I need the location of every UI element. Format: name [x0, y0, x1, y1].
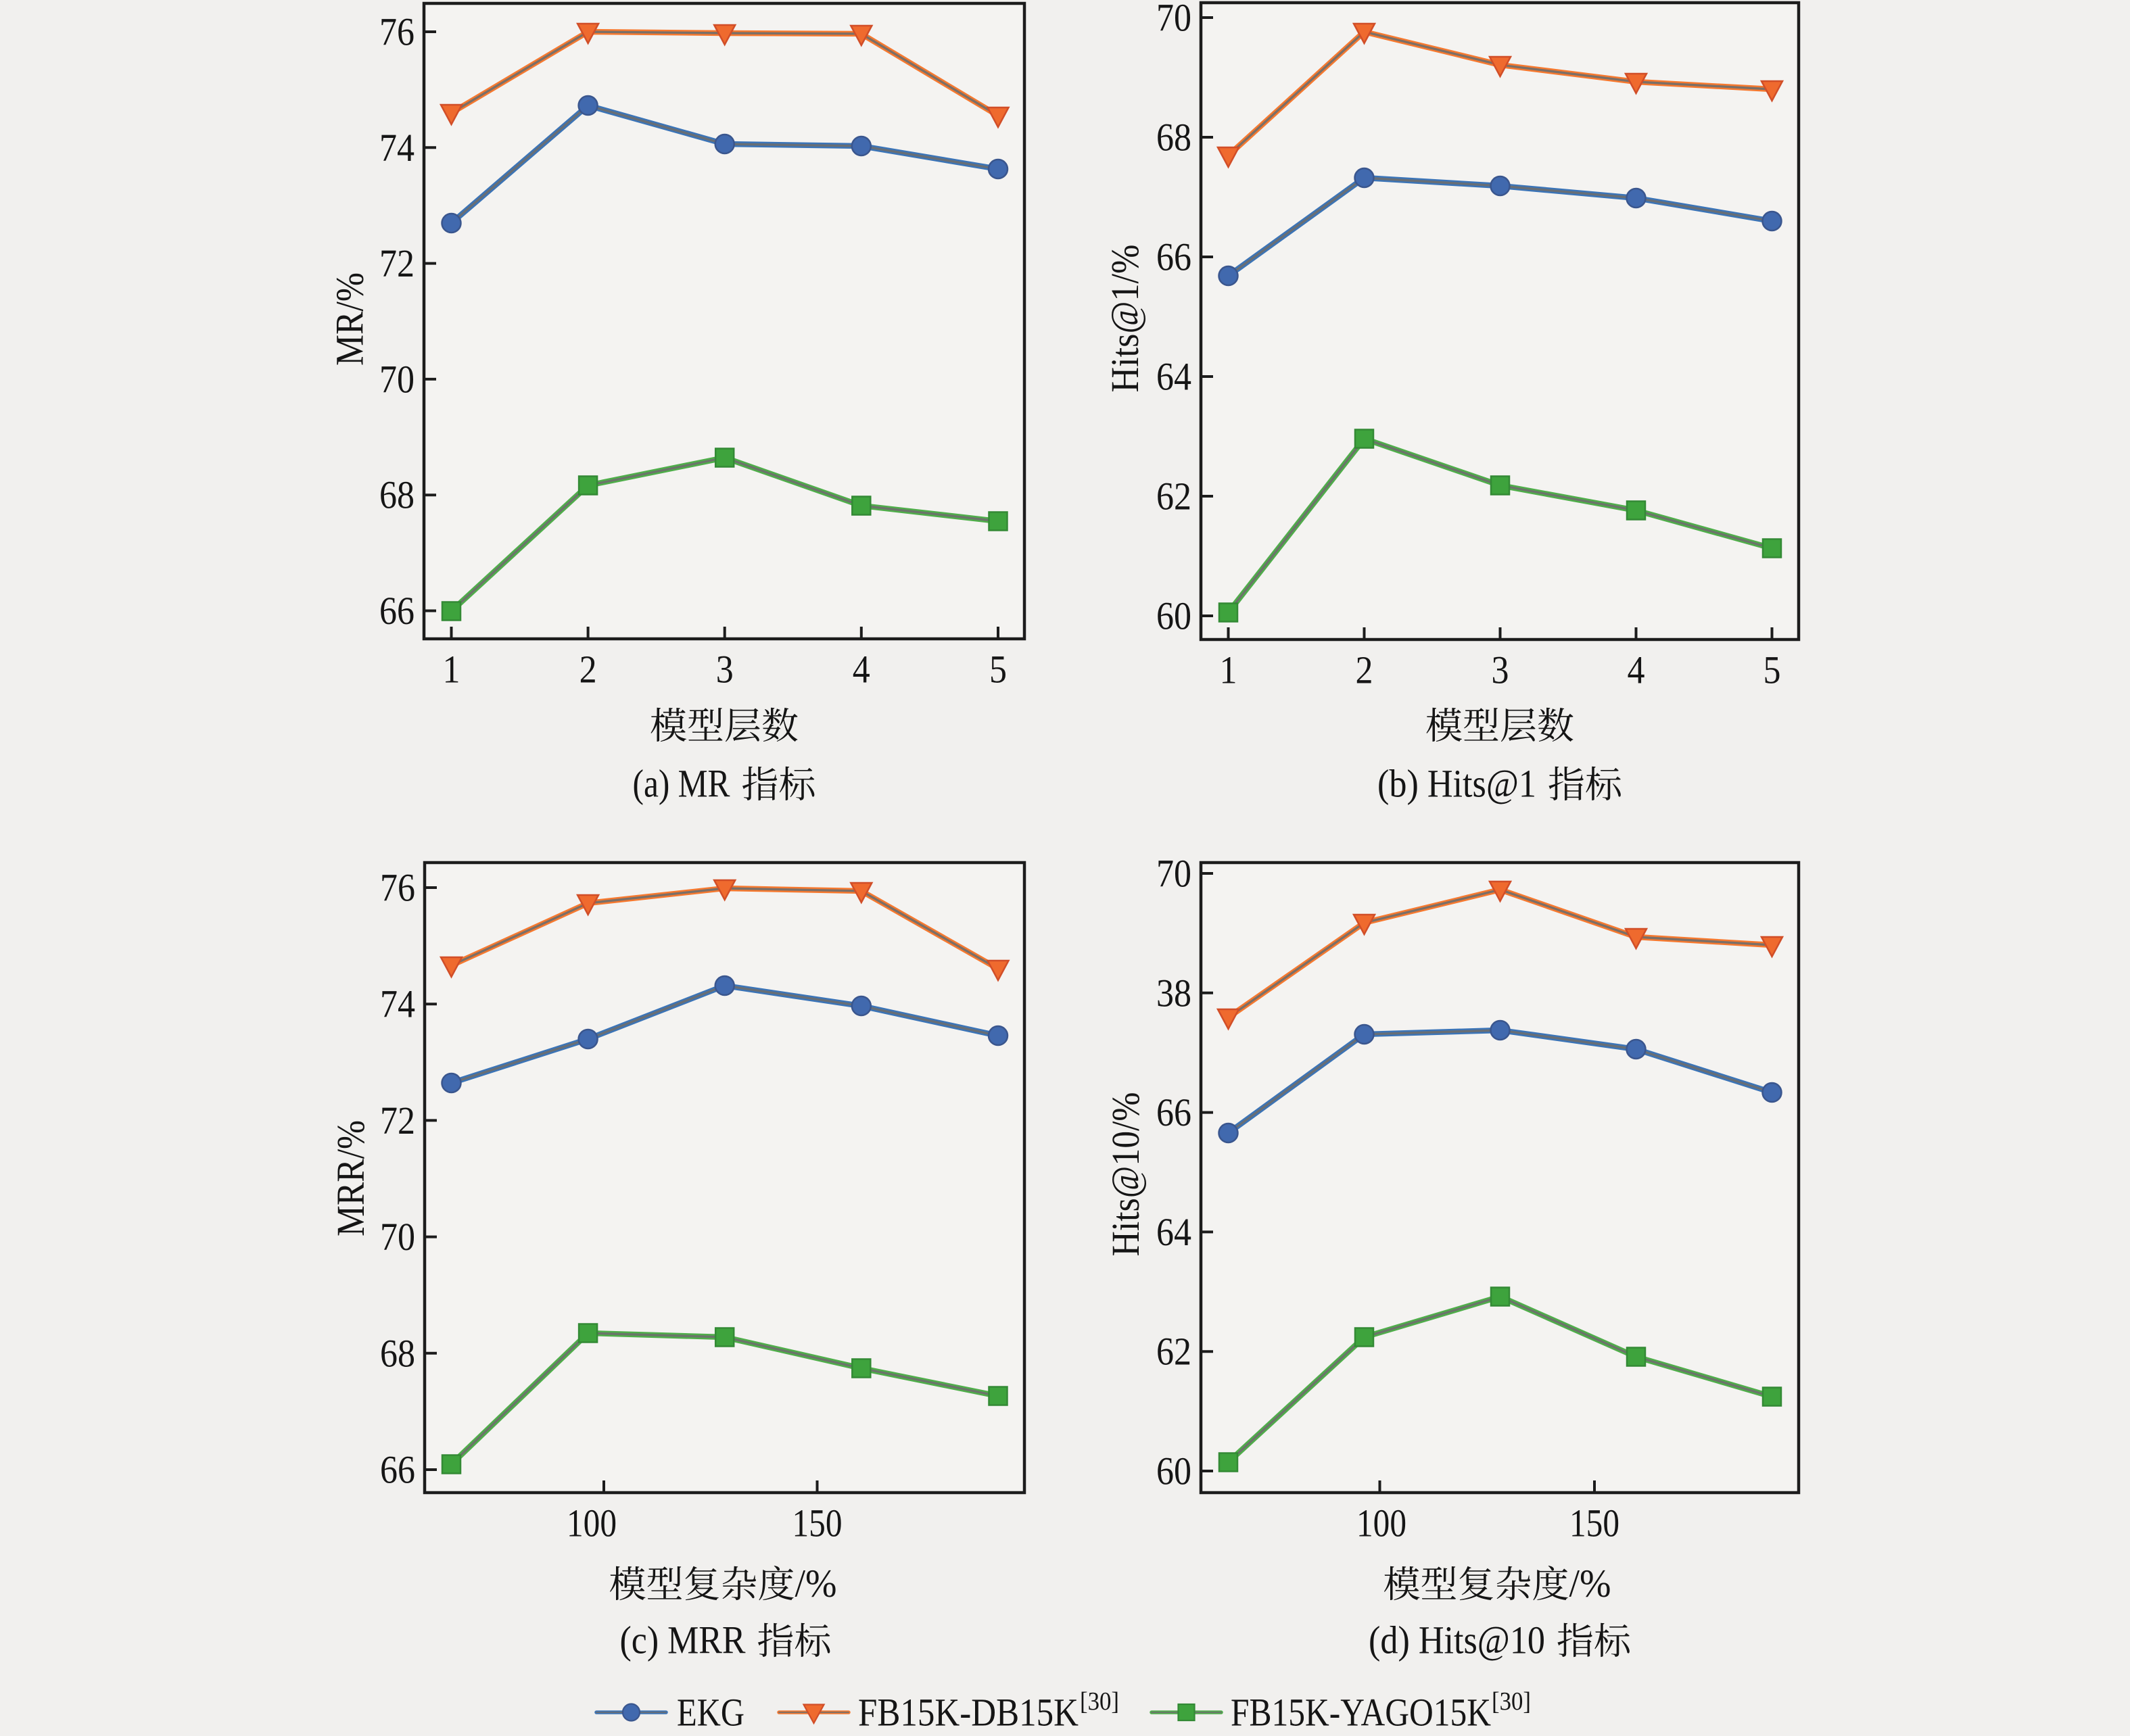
svg-text:70: 70	[380, 1215, 415, 1259]
svg-text:(c) MRR: (c) MRR	[620, 1618, 746, 1662]
svg-text:/%: /%	[795, 1562, 837, 1606]
svg-text:62: 62	[1156, 475, 1191, 519]
svg-text:64: 64	[1156, 355, 1191, 399]
svg-text:5: 5	[1764, 648, 1781, 692]
svg-text:MR/%: MR/%	[328, 272, 372, 366]
svg-text:FB15K-DB15K: FB15K-DB15K	[858, 1691, 1079, 1735]
svg-text:60: 60	[1156, 594, 1191, 638]
svg-text:66: 66	[1156, 235, 1191, 279]
svg-text:(b) Hits@1: (b) Hits@1	[1377, 762, 1536, 806]
svg-text:76: 76	[379, 10, 415, 54]
svg-text:[30]: [30]	[1492, 1687, 1531, 1716]
svg-text:4: 4	[1628, 648, 1645, 692]
svg-text:66: 66	[379, 589, 415, 633]
svg-text:1: 1	[1220, 648, 1237, 692]
svg-text:66: 66	[380, 1448, 415, 1492]
svg-text:70: 70	[1156, 852, 1191, 896]
svg-text:4: 4	[853, 648, 870, 692]
svg-text:EKG: EKG	[677, 1691, 744, 1735]
svg-text:68: 68	[1156, 116, 1191, 160]
svg-text:3: 3	[1492, 648, 1509, 692]
svg-text:74: 74	[379, 126, 415, 170]
svg-text:2: 2	[579, 648, 597, 692]
svg-text:2: 2	[1356, 648, 1373, 692]
svg-text:150: 150	[792, 1501, 843, 1545]
svg-text:Hits@1/%: Hits@1/%	[1103, 245, 1147, 393]
svg-text:100: 100	[567, 1501, 617, 1545]
svg-text:74: 74	[380, 982, 415, 1026]
svg-text:5: 5	[989, 648, 1007, 692]
svg-text:(d) Hits@10: (d) Hits@10	[1369, 1618, 1545, 1662]
svg-text:100: 100	[1356, 1501, 1406, 1545]
svg-text:Hits@10/%: Hits@10/%	[1104, 1092, 1147, 1257]
svg-text:FB15K-YAGO15K: FB15K-YAGO15K	[1231, 1691, 1491, 1735]
svg-text:60: 60	[1156, 1449, 1191, 1493]
svg-text:62: 62	[1156, 1330, 1191, 1374]
svg-text:68: 68	[380, 1331, 415, 1375]
svg-text:3: 3	[716, 648, 734, 692]
svg-text:38: 38	[1156, 971, 1191, 1015]
svg-text:72: 72	[379, 241, 415, 285]
svg-text:[30]: [30]	[1080, 1687, 1119, 1716]
svg-text:70: 70	[1156, 0, 1191, 40]
svg-text:150: 150	[1569, 1501, 1619, 1545]
svg-text:66: 66	[1156, 1090, 1191, 1134]
svg-text:/%: /%	[1569, 1562, 1611, 1606]
svg-text:70: 70	[379, 357, 415, 401]
svg-text:72: 72	[380, 1099, 415, 1142]
svg-text:1: 1	[443, 648, 460, 692]
svg-text:MRR/%: MRR/%	[329, 1120, 373, 1236]
svg-text:68: 68	[379, 473, 415, 517]
svg-text:76: 76	[380, 866, 415, 910]
svg-text:64: 64	[1156, 1210, 1191, 1254]
svg-text:(a) MR: (a) MR	[633, 762, 730, 806]
